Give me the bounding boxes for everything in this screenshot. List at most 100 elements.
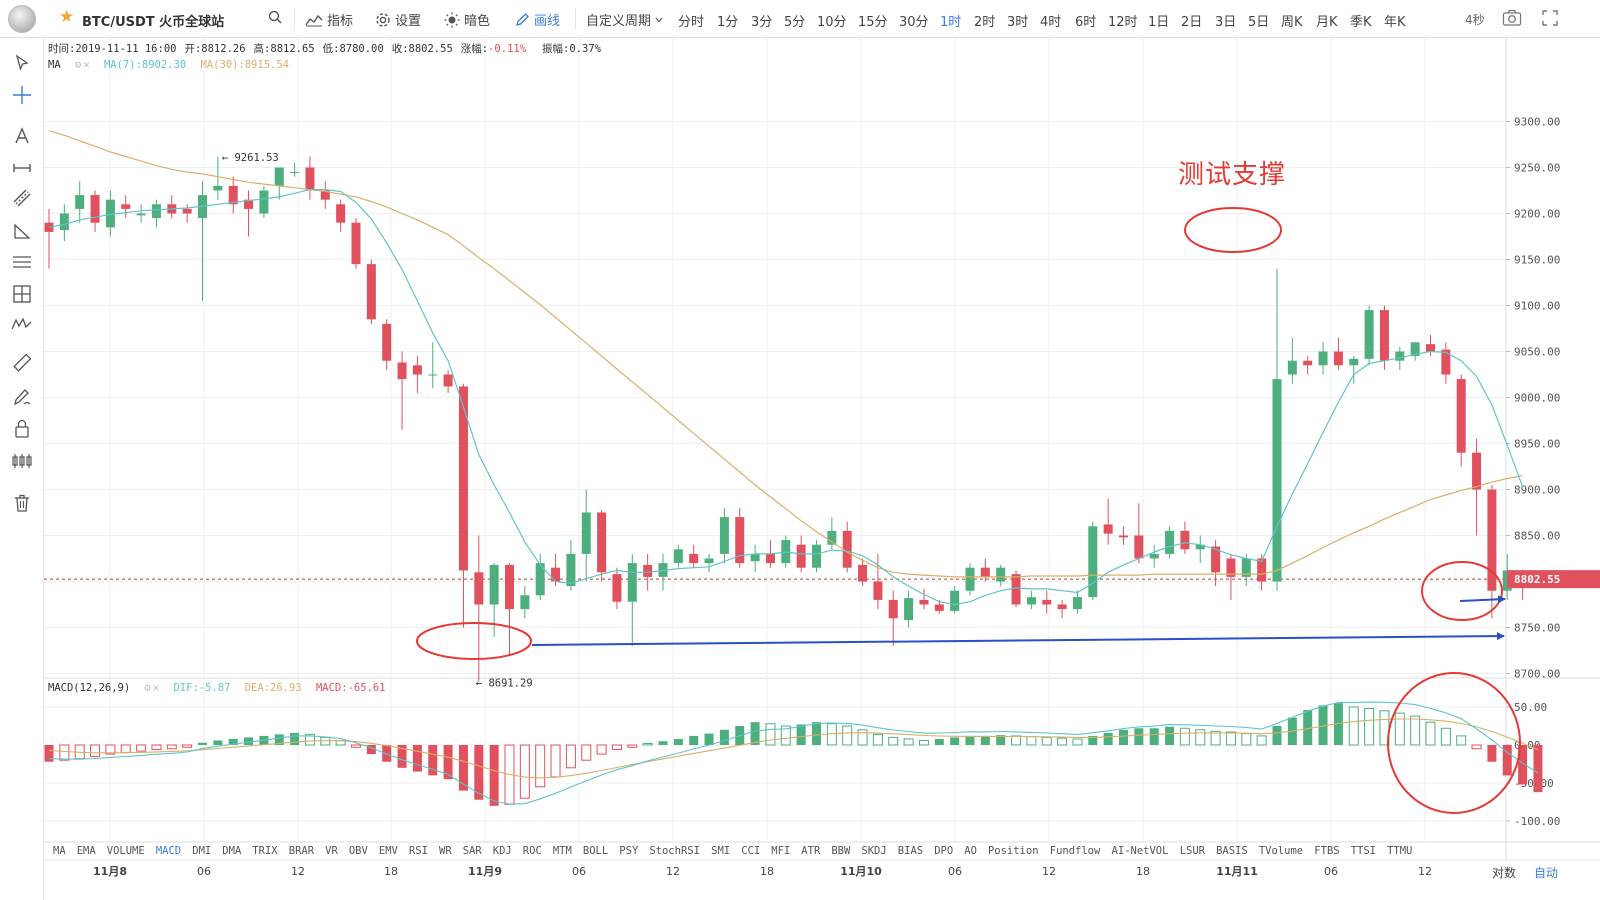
macd-bar-72	[1149, 728, 1159, 745]
exchange-logo-icon[interactable]	[8, 5, 36, 33]
indicator-tab-dma[interactable]: DMA	[222, 845, 242, 857]
ma-close-icon[interactable]: ✕	[83, 59, 90, 71]
indicator-tab-fundflow[interactable]: Fundflow	[1049, 845, 1101, 857]
period-tab-2[interactable]: 3分	[751, 15, 773, 30]
settings-button[interactable]: 设置	[375, 10, 421, 29]
brush-tool[interactable]	[9, 384, 35, 410]
indicator-tab-mfi[interactable]: MFI	[771, 845, 791, 857]
indicator-tab-tvolume[interactable]: TVolume	[1258, 845, 1304, 857]
indicator-tab-bbw[interactable]: BBW	[831, 845, 851, 857]
period-tab-0[interactable]: 分时	[678, 15, 705, 30]
period-tab-6[interactable]: 30分	[899, 15, 929, 30]
indicators-button[interactable]: 指标	[305, 10, 353, 29]
custom-period-dropdown[interactable]: 自定义周期	[586, 10, 663, 29]
period-tab-10[interactable]: 4时	[1040, 15, 1062, 30]
fib-tool[interactable]	[9, 249, 35, 275]
measure-box-tool[interactable]	[9, 281, 35, 307]
period-tab-9[interactable]: 3时	[1007, 15, 1029, 30]
period-tab-14[interactable]: 2日	[1181, 15, 1203, 30]
indicator-tab-smi[interactable]: SMI	[711, 845, 731, 857]
draw-line-button[interactable]: 画线	[515, 10, 560, 29]
macd-bar-0	[44, 745, 54, 762]
ma7-line	[48, 189, 1524, 606]
fullscreen-button[interactable]	[1541, 9, 1559, 27]
indicator-tab-rsi[interactable]: RSI	[408, 845, 428, 857]
favorite-star-icon[interactable]: ★	[59, 7, 75, 27]
annotation-test-support[interactable]: 测试支撑	[1178, 160, 1287, 190]
indicator-tab-position[interactable]: Position	[987, 845, 1039, 857]
ma-settings-icon[interactable]: ⚙	[74, 59, 82, 71]
theme-toggle-button[interactable]: 暗色	[444, 10, 490, 29]
hide-drawings-tool[interactable]	[9, 448, 35, 474]
crosshair-tool[interactable]	[9, 82, 35, 108]
search-button[interactable]	[268, 10, 282, 24]
indicator-tab-ftbs[interactable]: FTBS	[1314, 845, 1340, 857]
indicator-tab-stochrsi[interactable]: StochRSI	[649, 845, 700, 857]
period-tab-3[interactable]: 5分	[784, 15, 806, 30]
indicator-tab-mtm[interactable]: MTM	[552, 845, 572, 857]
symbol-selector[interactable]: BTC/USDT 火币全球站	[82, 15, 225, 30]
indicator-tab-roc[interactable]: ROC	[522, 845, 542, 857]
period-tab-8[interactable]: 2时	[974, 15, 996, 30]
indicator-tab-ai-netvol[interactable]: AI-NetVOL	[1111, 845, 1169, 857]
macd-settings-icon[interactable]: ⚙	[144, 682, 151, 694]
delete-drawings-tool[interactable]	[9, 490, 35, 516]
indicator-tab-wr[interactable]: WR	[439, 845, 452, 857]
period-tab-16[interactable]: 5日	[1248, 15, 1270, 30]
candle-body-28	[474, 572, 484, 605]
period-tab-13[interactable]: 1日	[1148, 15, 1170, 30]
parallel-channel-tool[interactable]	[9, 185, 35, 211]
period-tab-7[interactable]: 1时	[940, 15, 962, 30]
period-tab-4[interactable]: 10分	[817, 15, 847, 30]
indicator-tab-basis[interactable]: BASIS	[1216, 845, 1248, 857]
period-tab-15[interactable]: 3日	[1215, 15, 1237, 30]
indicator-tab-trix[interactable]: TRIX	[252, 845, 278, 857]
indicator-tab-dmi[interactable]: DMI	[192, 845, 212, 857]
triangle-tool[interactable]	[9, 218, 35, 244]
period-tab-12[interactable]: 12时	[1108, 15, 1138, 30]
macd-close-icon[interactable]: ✕	[152, 682, 160, 694]
indicator-tab-ema[interactable]: EMA	[76, 845, 96, 857]
indicator-tab-vr[interactable]: VR	[325, 845, 338, 857]
period-tab-11[interactable]: 6时	[1075, 15, 1097, 30]
indicator-tab-ttsi[interactable]: TTSI	[1350, 845, 1376, 857]
indicator-tab-skdj[interactable]: SKDJ	[861, 845, 887, 857]
indicator-tab-brar[interactable]: BRAR	[288, 845, 315, 857]
macd-bar-50	[812, 722, 821, 745]
indicator-tab-macd[interactable]: MACD	[155, 845, 182, 857]
period-tab-17[interactable]: 周K	[1281, 15, 1303, 30]
period-tab-20[interactable]: 年K	[1384, 15, 1406, 30]
screenshot-button[interactable]	[1502, 9, 1522, 27]
lock-drawings-tool[interactable]	[9, 416, 35, 442]
indicator-tab-boll[interactable]: BOLL	[582, 845, 609, 857]
period-tab-5[interactable]: 15分	[858, 15, 888, 30]
indicator-tab-emv[interactable]: EMV	[378, 845, 398, 857]
indicator-tab-psy[interactable]: PSY	[619, 845, 639, 857]
indicator-tab-bias[interactable]: BIAS	[897, 845, 924, 857]
indicator-tab-atr[interactable]: ATR	[801, 845, 821, 857]
wave-tool[interactable]	[9, 311, 35, 337]
chart-area[interactable]: 9300.00 9250.00 9200.00 9150.00 9100.00 9050.…	[44, 38, 1600, 900]
ruler-tool[interactable]	[9, 350, 35, 376]
cursor-tool[interactable]	[9, 50, 35, 76]
period-tab-19[interactable]: 季K	[1350, 15, 1372, 30]
indicator-tab-cci[interactable]: CCI	[741, 845, 761, 857]
log-scale-toggle[interactable]: 对数	[1492, 866, 1517, 880]
indicator-tab-sar[interactable]: SAR	[462, 845, 482, 857]
indicator-tab-ttmu[interactable]: TTMU	[1387, 845, 1413, 857]
horizontal-line-tool[interactable]	[9, 155, 35, 181]
chart-svg[interactable]: 9300.00 9250.00 9200.00 9150.00 9100.00 9050.…	[44, 38, 1600, 900]
auto-scale-toggle[interactable]: 自动	[1534, 866, 1559, 880]
period-tab-18[interactable]: 月K	[1316, 15, 1338, 30]
indicator-tab-volume[interactable]: VOLUME	[106, 845, 145, 857]
period-tab-1[interactable]: 1分	[717, 15, 739, 30]
indicator-tab-kdj[interactable]: KDJ	[492, 845, 512, 857]
high-price-marker: ← 9261.53	[222, 152, 279, 164]
indicator-tab-obv[interactable]: OBV	[348, 845, 368, 857]
indicator-tab-ma[interactable]: MA	[53, 845, 66, 857]
indicator-tab-dpo[interactable]: DPO	[934, 845, 954, 857]
indicator-tab-ao[interactable]: AO	[964, 845, 977, 857]
refresh-interval[interactable]: 4秒	[1465, 13, 1485, 27]
text-tool[interactable]	[9, 123, 35, 149]
indicator-tab-lsur[interactable]: LSUR	[1179, 845, 1205, 857]
